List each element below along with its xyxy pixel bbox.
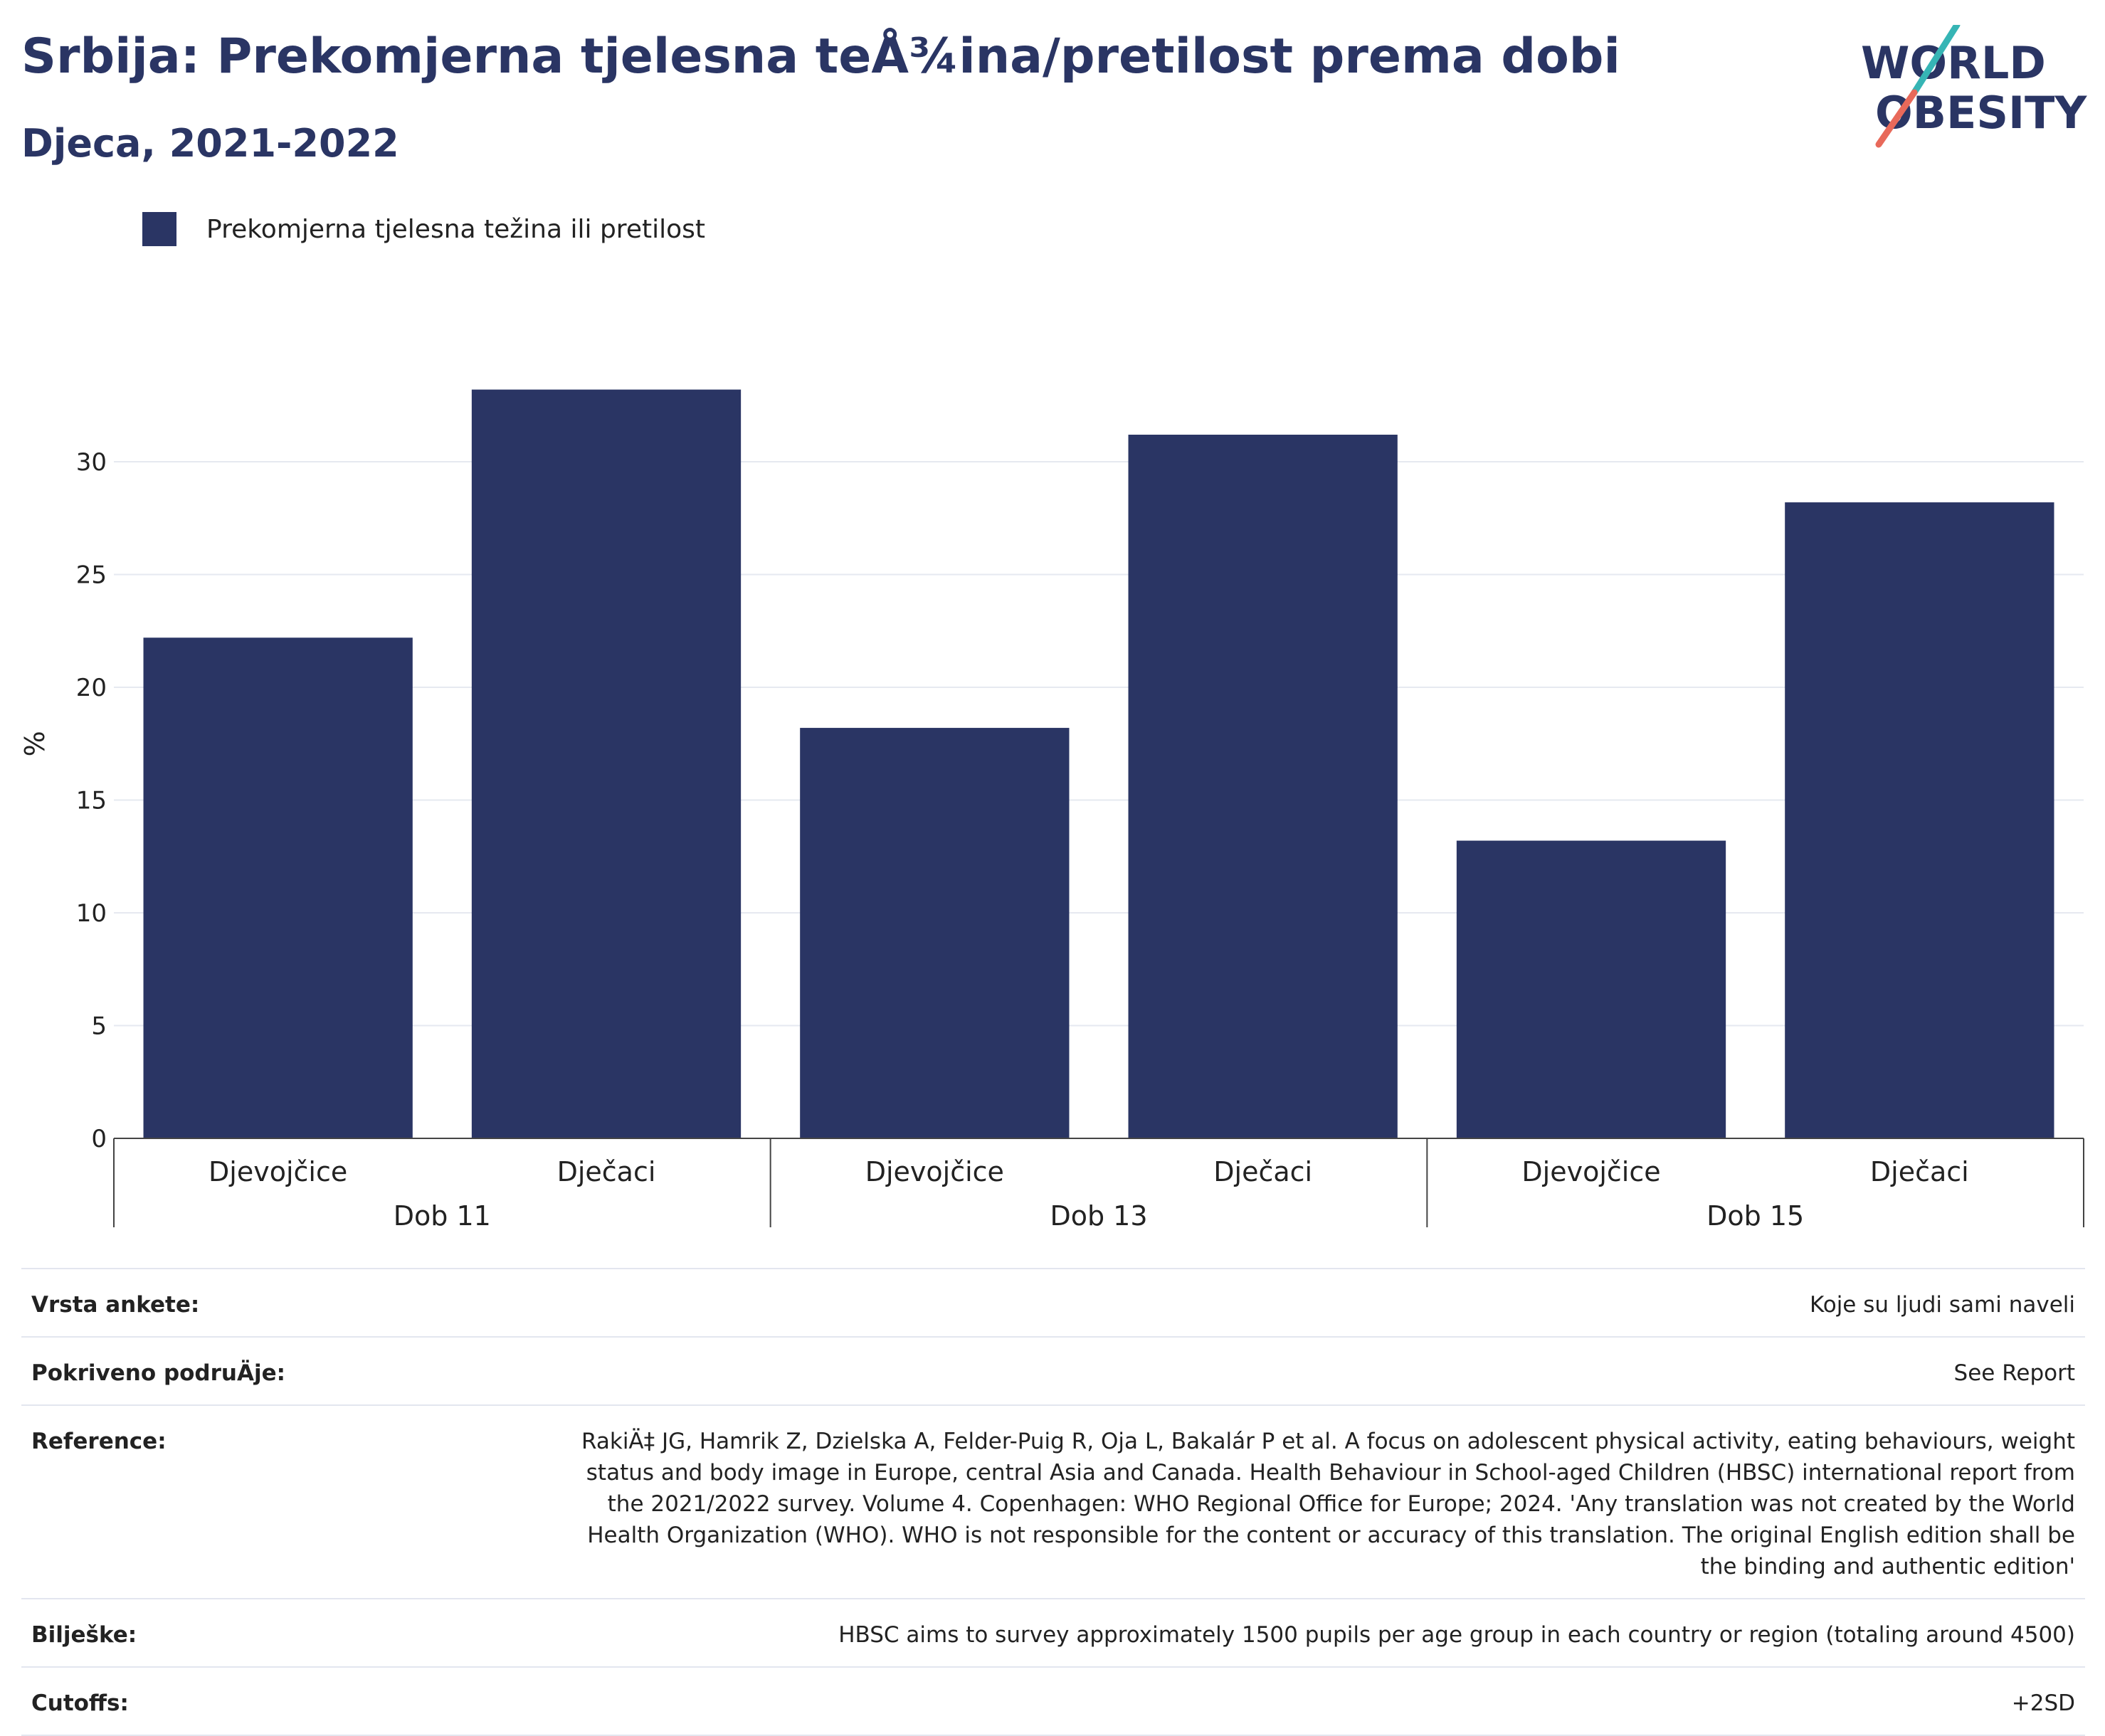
x-category-label: Dječaci: [1213, 1156, 1312, 1187]
logo-text-world: WORLD: [1861, 37, 2046, 89]
bar-chart: 0 5 10 15 20 25 30% Djevojčice Dječaci Djevojčice…: [19, 389, 2084, 1232]
x-group-label: Dob 13: [1050, 1200, 1147, 1232]
bar: [471, 389, 742, 1138]
y-tick-label: 0: [91, 1125, 107, 1153]
legend-label: Prekomjerna tjelesna težina ili pretilos…: [206, 214, 705, 244]
y-tick-label: 10: [76, 899, 107, 928]
world-obesity-logo: WORLD OBESITY: [1861, 25, 2087, 148]
metadata-row: Reference: RakiÄ‡ JG, Hamrik Z, Dzielska …: [21, 1404, 2085, 1598]
bar: [1128, 434, 1398, 1138]
x-group-label: Dob 11: [394, 1200, 491, 1232]
bar: [1785, 502, 2054, 1138]
legend: Prekomjerna tjelesna težina ili pretilos…: [142, 212, 705, 246]
logo-slash-teal: [1911, 25, 1961, 96]
metadata-label: Bilješke:: [31, 1622, 137, 1648]
y-tick-label: 15: [76, 787, 107, 815]
x-category-label: Djevojčice: [865, 1156, 1004, 1187]
legend-swatch: [142, 212, 176, 246]
bar: [800, 728, 1070, 1138]
x-category-label: Djevojčice: [209, 1156, 347, 1187]
logo-text-obesity: OBESITY: [1875, 87, 2087, 139]
metadata-label: Pokriveno podruÄje:: [31, 1360, 286, 1386]
metadata-value: See Report: [1953, 1360, 2075, 1386]
metadata-value: Koje su ljudi sami naveli: [1809, 1292, 2075, 1318]
x-category-label: Djevojčice: [1521, 1156, 1660, 1187]
logo-slash-coral: [1875, 89, 1918, 148]
metadata-row: Cutoffs: +2SD: [21, 1666, 2085, 1736]
metadata-row: Pokriveno podruÄje: See Report: [21, 1336, 2085, 1404]
x-group-label: Dob 15: [1706, 1200, 1804, 1232]
x-category-label: Dječaci: [1870, 1156, 1969, 1187]
y-axis-label: %: [19, 731, 51, 756]
metadata-row: Vrsta ankete: Koje su ljudi sami naveli: [21, 1268, 2085, 1336]
metadata-label: Cutoffs:: [31, 1690, 129, 1716]
chart-subtitle: Djeca, 2021-2022: [21, 121, 399, 166]
y-tick-label: 30: [76, 448, 107, 477]
metadata-label: Vrsta ankete:: [31, 1292, 200, 1318]
y-tick-label: 20: [76, 674, 107, 702]
metadata-label: Reference:: [31, 1429, 167, 1454]
y-tick-label: 25: [76, 561, 107, 590]
bar: [143, 637, 413, 1138]
chart-title: Srbija: Prekomjerna tjelesna teÅ¾ina/pre…: [21, 28, 1620, 85]
bar: [1456, 840, 1726, 1138]
y-tick-label: 5: [91, 1012, 107, 1041]
metadata-value: +2SD: [2011, 1690, 2075, 1716]
metadata-table: Vrsta ankete: Koje su ljudi sami naveli Po…: [21, 1268, 2085, 1736]
metadata-row: Bilješke: HBSC aims to survey approximate…: [21, 1598, 2085, 1666]
metadata-value: RakiÄ‡ JG, Hamrik Z, Dzielska A, Felder-…: [581, 1429, 2075, 1579]
x-category-label: Dječaci: [557, 1156, 656, 1187]
metadata-value: HBSC aims to survey approximately 1500 p…: [838, 1622, 2075, 1648]
